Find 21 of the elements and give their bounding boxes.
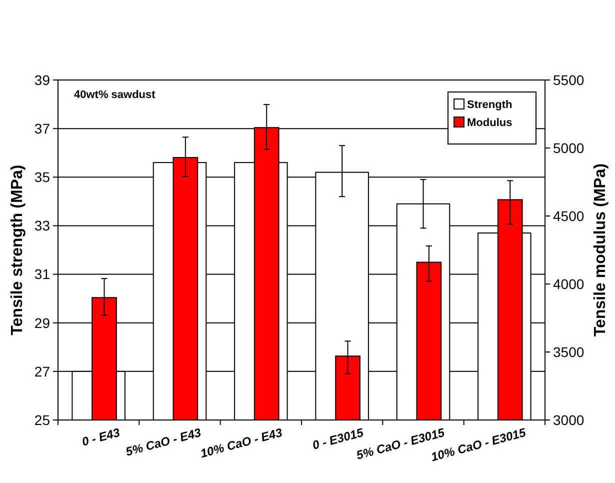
y2-axis-title: Tensile modulus (MPa) <box>592 163 609 337</box>
y-tick-label: 39 <box>34 72 50 88</box>
x-tick-label: 5% CaO - E43 <box>124 425 203 459</box>
y-tick-label: 29 <box>34 314 50 331</box>
y-tick-label: 37 <box>34 120 50 136</box>
y2-tick-label: 3000 <box>553 412 584 428</box>
annotation: 40wt% sawdust <box>74 89 156 101</box>
y2-tick-label: 5000 <box>553 140 584 156</box>
x-tick-label: 0 - E43 <box>80 425 122 449</box>
y-tick-label: 35 <box>34 169 50 186</box>
legend-label: Modulus <box>467 117 512 129</box>
y2-tick-label: 5500 <box>553 72 584 88</box>
y-axis-title: Tensile strength (MPa) <box>9 164 26 336</box>
y2-tick-label: 4500 <box>553 208 584 224</box>
y-tick-label: 33 <box>34 218 50 234</box>
y2-tick-label: 4000 <box>553 276 584 292</box>
y-tick-label: 31 <box>34 266 50 282</box>
y-tick-label: 25 <box>34 412 50 428</box>
legend-label: Strength <box>467 99 512 111</box>
y-tick-label: 27 <box>34 363 50 380</box>
y2-tick-label: 3500 <box>553 344 584 360</box>
